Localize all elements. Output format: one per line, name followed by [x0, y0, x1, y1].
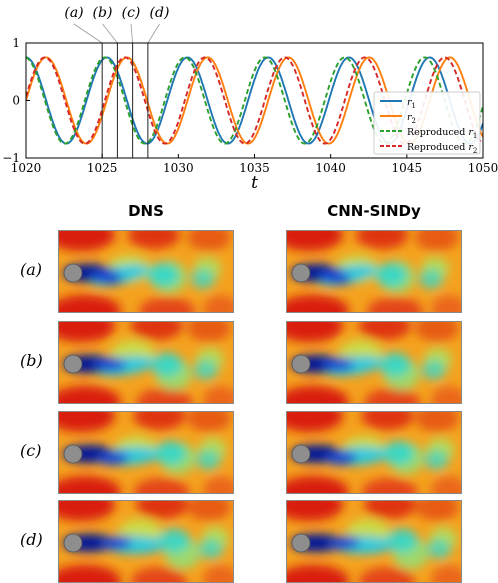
legend-box — [373, 91, 481, 155]
x-tick-label-6: 1050 — [468, 161, 498, 175]
vorticity-field — [287, 412, 461, 493]
flow-panel-dns-c — [58, 411, 234, 494]
y-tick-label-0: 1 — [12, 36, 20, 50]
vorticity-field — [287, 231, 461, 312]
legend-label-0: r1 — [407, 97, 416, 110]
x-tick-label-5: 1045 — [392, 161, 423, 175]
x-tick-label-1: 1025 — [87, 161, 118, 175]
row-label-b: (b) — [20, 351, 43, 370]
flow-panel-dns-d — [58, 500, 234, 583]
marker-label-2: (c) — [122, 5, 141, 21]
y-tick-label-2: −1 — [2, 151, 20, 165]
cylinder — [291, 533, 311, 553]
row-label-d: (d) — [20, 530, 43, 549]
marker-leader-3 — [147, 23, 160, 44]
legend-label-3: Reproduced r2 — [407, 142, 477, 155]
legend-label-1: r2 — [407, 112, 416, 125]
series-line-2 — [26, 56, 483, 145]
marker-leader-1 — [102, 23, 118, 44]
flow-panel-cnn-sindy-b — [286, 321, 462, 404]
x-tick-label-0: 1020 — [11, 161, 42, 175]
time-series-plot: (a) (b) (c) (d) 1020 1025 1030 1035 1040 1045 1050… — [2, 5, 498, 192]
marker-label-3: (d) — [150, 5, 170, 21]
flow-panel-cnn-sindy-a — [286, 230, 462, 313]
marker-label-1: (b) — [93, 5, 113, 21]
cylinder — [63, 263, 83, 283]
vorticity-field — [287, 501, 461, 582]
marker-leader-2 — [130, 23, 134, 44]
column-title-dns: DNS — [128, 202, 164, 220]
x-axis-label: t — [251, 173, 258, 192]
legend: r1 r2 Reproduced r1 Reproduced r2 — [373, 91, 481, 155]
cylinder — [63, 444, 83, 464]
legend-label-2: Reproduced r1 — [407, 127, 477, 140]
row-label-c: (c) — [20, 441, 42, 460]
column-title-cnn-sindy: CNN-SINDy — [327, 202, 421, 220]
figure: (a) (b) (c) (d) 1020 1025 1030 1035 1040 1045 1050… — [2, 5, 498, 583]
flow-panel-cnn-sindy-d — [286, 500, 462, 583]
marker-label-0: (a) — [64, 5, 83, 21]
flow-panel-dns-a — [58, 230, 234, 313]
cylinder — [63, 354, 83, 374]
vorticity-field — [59, 231, 233, 312]
y-tick-label-1: 0 — [12, 94, 20, 108]
x-tick-label-3: 1035 — [239, 161, 270, 175]
x-tick-label-2: 1030 — [163, 161, 194, 175]
cylinder — [63, 533, 83, 553]
cylinder — [291, 444, 311, 464]
flow-panel-cnn-sindy-c — [286, 411, 462, 494]
cylinder — [291, 354, 311, 374]
marker-leader-0 — [73, 23, 103, 44]
vorticity-field — [59, 412, 233, 493]
vorticity-field — [59, 322, 233, 403]
x-tick-label-4: 1040 — [315, 161, 346, 175]
vorticity-field — [59, 501, 233, 582]
vorticity-field — [287, 322, 461, 403]
cylinder — [291, 263, 311, 283]
row-label-a: (a) — [20, 260, 43, 279]
flow-panel-dns-b — [58, 321, 234, 404]
